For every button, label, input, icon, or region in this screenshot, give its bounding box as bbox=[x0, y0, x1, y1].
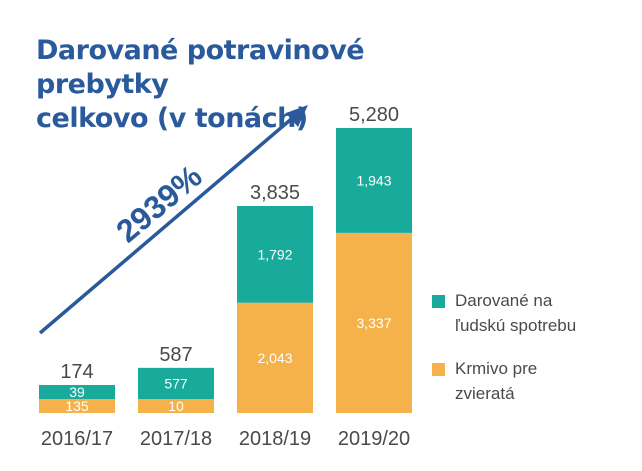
total-label-2018-19: 3,835 bbox=[250, 182, 300, 204]
legend-swatch-animal bbox=[432, 363, 445, 376]
x-tick-label-2018-19: 2018/19 bbox=[239, 428, 311, 450]
bar-animal-2019-20 bbox=[336, 232, 412, 413]
total-label-2017-18: 587 bbox=[159, 344, 192, 366]
growth-arrow-line bbox=[38, 113, 298, 335]
bar-label-animal-2018-19: 2,043 bbox=[257, 350, 292, 366]
chart-title-line-1: Darované potravinové prebytky bbox=[36, 35, 365, 100]
x-tick-label-2016-17: 2016/17 bbox=[41, 428, 113, 450]
total-label-2016-17: 174 bbox=[60, 361, 93, 383]
growth-arrow-head bbox=[286, 105, 308, 127]
x-tick-label-2017-18: 2017/18 bbox=[140, 428, 212, 450]
bar-human-2016-17 bbox=[39, 385, 115, 399]
bar-animal-2016-17 bbox=[39, 399, 115, 413]
bar-human-2017-18 bbox=[138, 367, 214, 399]
bar-human-2018-19 bbox=[237, 205, 313, 303]
bar-human-2019-20 bbox=[336, 128, 412, 233]
legend-swatch-human bbox=[432, 295, 445, 308]
legend-label-animal: Krmivo pre zvieratá bbox=[455, 356, 635, 406]
legend-label-animal-line-1: Krmivo pre bbox=[455, 359, 538, 378]
bar-label-animal-2017-18: 10 bbox=[168, 398, 184, 414]
bar-label-human-2018-19: 1,792 bbox=[257, 246, 292, 262]
legend-label-animal-line-2: zvieratá bbox=[455, 384, 515, 403]
bar-label-animal-2019-20: 3,337 bbox=[356, 315, 391, 331]
chart-title-line-2: celkovo (v tonách) bbox=[36, 103, 308, 134]
chart-title: Darované potravinové prebytky celkovo (v… bbox=[36, 34, 476, 136]
legend-label-human-line-1: Darované na bbox=[455, 291, 553, 310]
x-tick-label-2019-20: 2019/20 bbox=[338, 428, 410, 450]
bar-label-human-2019-20: 1,943 bbox=[356, 172, 391, 188]
bar-label-human-2016-17: 39 bbox=[69, 384, 85, 400]
legend-label-human: Darované na ľudskú spotrebu bbox=[455, 288, 635, 338]
total-label-2019-20: 5,280 bbox=[349, 104, 399, 126]
bar-label-animal-2016-17: 135 bbox=[65, 398, 89, 414]
bar-label-human-2017-18: 577 bbox=[164, 375, 188, 391]
legend-label-human-line-2: ľudskú spotrebu bbox=[455, 316, 577, 335]
bar-animal-2017-18 bbox=[138, 399, 214, 413]
bar-animal-2018-19 bbox=[237, 302, 313, 413]
